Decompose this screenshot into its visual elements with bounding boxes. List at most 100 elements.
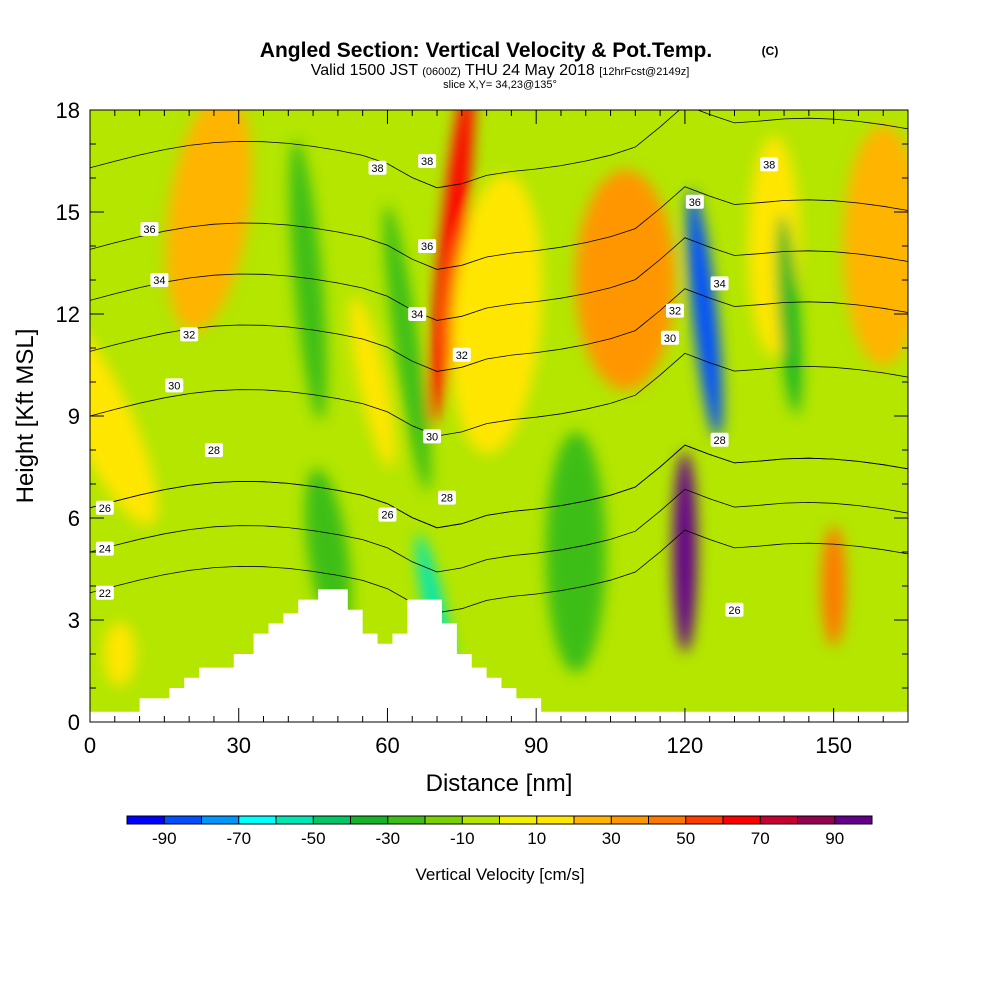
colorbar-tick-label: 30 xyxy=(602,829,621,848)
svg-text:34: 34 xyxy=(713,278,725,290)
colorbar-swatch xyxy=(685,816,724,824)
velocity-band xyxy=(545,432,606,672)
contour-label: 34 xyxy=(150,273,169,287)
svg-text:32: 32 xyxy=(456,350,468,362)
theta-contour-line xyxy=(90,237,908,321)
velocity-band xyxy=(450,174,543,454)
colorbar-swatch xyxy=(425,816,463,824)
valid-utc: (0600Z) xyxy=(422,66,461,78)
axis-ticks xyxy=(89,109,909,723)
contour-label: 30 xyxy=(165,378,184,393)
theta-contours xyxy=(90,110,908,614)
contour-label: 26 xyxy=(378,507,397,522)
svg-text:26: 26 xyxy=(381,510,393,522)
colorbar-tick-labels: -90 -70 -50 -30 -10 10 30 50 70 90 xyxy=(152,829,844,848)
contour-label: 26 xyxy=(95,500,114,515)
colorbar-swatch xyxy=(574,816,612,824)
contour-label: 28 xyxy=(437,490,456,505)
svg-text:24: 24 xyxy=(99,544,111,556)
colorbar-swatch xyxy=(276,816,314,824)
chart-title-unit: (C) xyxy=(762,44,779,58)
colorbar-swatch xyxy=(350,816,389,824)
svg-text:30: 30 xyxy=(664,333,676,345)
velocity-band xyxy=(843,126,908,366)
theta-contour-line xyxy=(90,110,908,189)
colorbar xyxy=(126,815,873,825)
colorbar-swatch xyxy=(797,816,836,824)
colorbar-tick-label: -30 xyxy=(375,829,400,848)
svg-text:32: 32 xyxy=(183,329,195,341)
contour-label: 38 xyxy=(760,157,779,172)
contour-label: 36 xyxy=(140,222,159,236)
colorbar-tick-label: 50 xyxy=(676,829,695,848)
colorbar-swatch xyxy=(462,816,500,824)
svg-text:38: 38 xyxy=(371,163,383,175)
contour-label: 26 xyxy=(725,602,744,617)
valid-prefix: Valid 1500 JST xyxy=(311,62,419,79)
y-tick-label: 6 xyxy=(68,506,80,531)
y-tick-label: 15 xyxy=(56,200,80,225)
velocity-band xyxy=(103,622,136,686)
colorbar-swatch xyxy=(127,816,165,824)
slice-label: slice X,Y= 34,23@135° xyxy=(443,79,557,91)
theta-contour-line xyxy=(90,352,908,437)
x-tick-labels: 0 30 60 90 120 150 xyxy=(84,733,852,758)
y-tick-label: 12 xyxy=(56,302,80,327)
svg-text:34: 34 xyxy=(411,309,423,321)
svg-text:30: 30 xyxy=(168,380,180,392)
x-tick-label: 0 xyxy=(84,733,96,758)
x-tick-label: 150 xyxy=(815,733,852,758)
colorbar-swatch xyxy=(201,816,240,824)
svg-text:34: 34 xyxy=(153,275,165,287)
y-tick-label: 0 xyxy=(68,710,80,735)
contour-label: 32 xyxy=(180,327,199,342)
colorbar-swatch xyxy=(387,816,426,824)
theta-contour-line xyxy=(90,529,908,614)
theta-contour-labels: 38 38 38 36 36 36 34 34 34 32 32 32 30 30 30 28 28 28 26 26… xyxy=(95,154,779,617)
contour-label: 28 xyxy=(710,432,729,447)
svg-text:26: 26 xyxy=(99,503,111,515)
colorbar-tick-label: -90 xyxy=(152,829,177,848)
contour-label: 22 xyxy=(95,585,114,600)
contour-label: 36 xyxy=(418,239,437,253)
colorbar-swatch xyxy=(723,816,761,824)
x-axis-label: Distance [nm] xyxy=(426,770,573,797)
svg-text:36: 36 xyxy=(689,197,701,209)
contour-label: 32 xyxy=(452,347,471,362)
valid-suffix: THU 24 May 2018 xyxy=(465,62,595,79)
colorbar-swatch xyxy=(313,816,351,824)
contour-label: 30 xyxy=(423,429,442,444)
theta-contour-line xyxy=(90,186,908,270)
svg-text:28: 28 xyxy=(208,445,220,457)
svg-text:30: 30 xyxy=(426,431,438,443)
theta-contour-line xyxy=(90,288,908,372)
colorbar-tick-label: 70 xyxy=(751,829,770,848)
velocity-band xyxy=(165,110,252,331)
contour-label: 28 xyxy=(204,443,223,457)
colorbar-swatch xyxy=(499,816,538,824)
contour-label: 34 xyxy=(710,276,729,291)
contour-label: 32 xyxy=(665,303,684,318)
colorbar-tick-label: -10 xyxy=(450,829,475,848)
colorbar-swatch xyxy=(760,816,798,824)
colorbar-tick-label: 10 xyxy=(527,829,546,848)
velocity-band xyxy=(383,205,431,491)
svg-text:36: 36 xyxy=(143,224,155,236)
contour-label: 34 xyxy=(408,307,427,321)
contour-label: 30 xyxy=(661,330,680,345)
svg-text:28: 28 xyxy=(441,493,453,505)
y-tick-labels: 0 3 6 9 12 15 18 xyxy=(56,98,80,735)
velocity-band xyxy=(575,170,676,390)
contour-label: 24 xyxy=(95,541,114,556)
colorbar-swatch xyxy=(834,816,873,824)
contour-label: 38 xyxy=(418,154,437,168)
contour-label: 38 xyxy=(368,160,387,175)
colorbar-tick-label: -50 xyxy=(301,829,326,848)
y-axis-label: Height [Kft MSL] xyxy=(12,329,39,504)
velocity-band xyxy=(429,110,475,426)
colorbar-swatch xyxy=(238,816,277,824)
y-tick-label: 9 xyxy=(68,404,80,429)
x-tick-label: 30 xyxy=(226,733,250,758)
velocity-band xyxy=(687,190,723,438)
